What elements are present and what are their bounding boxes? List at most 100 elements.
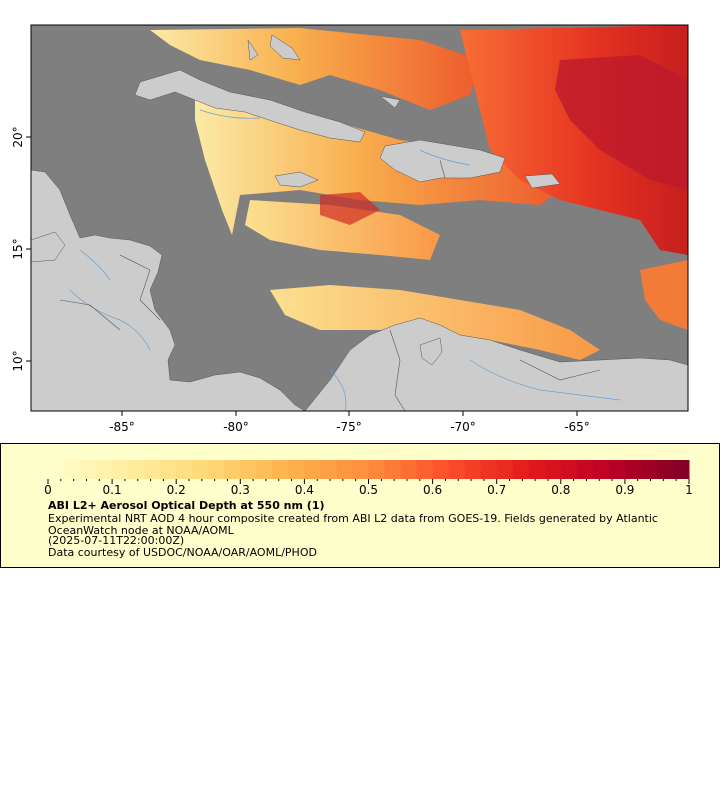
colorbar-cell: [464, 460, 482, 479]
lat-tick-label: 20°: [11, 126, 25, 147]
border: [519, 359, 601, 381]
colorbar-tick-label: 0.6: [423, 483, 442, 497]
land-hispaniola: [379, 139, 506, 183]
land-paraguana: [419, 337, 443, 366]
colorbar-tick-label: 0.7: [487, 483, 506, 497]
aod-hotspot-2: [320, 192, 380, 225]
colorbar-cell: [416, 460, 434, 479]
colorbar-cell: [480, 460, 498, 479]
colorbar-tick-label: 0.3: [231, 483, 250, 497]
colorbar-cell: [272, 460, 289, 479]
colorbar-cell: [80, 460, 97, 479]
aod-hotspot-1: [555, 55, 688, 190]
colorbar-cell: [592, 460, 610, 479]
colorbar-cell: [144, 460, 161, 479]
colorbar-cell: [672, 460, 690, 479]
colorbar-ticks: [47, 479, 690, 484]
colorbar-tick-label: 0.9: [615, 483, 634, 497]
colorbar-cells: [48, 460, 690, 479]
colorbar-cell: [352, 460, 369, 479]
land-cuba: [134, 69, 366, 143]
colorbar: 0 0.1 0.2 0.3 0.4 0.5 0.6 0.7 0.8 0.9 1: [44, 460, 693, 497]
aod-field: [150, 25, 688, 360]
colorbar-cell: [656, 460, 674, 479]
colorbar-cell: [128, 460, 145, 479]
colorbar-tick-label: 0.2: [167, 483, 186, 497]
aod-plume-south: [270, 285, 600, 360]
colorbar-tick-label: 0.4: [295, 483, 314, 497]
colorbar-cell: [624, 460, 642, 479]
legend-title: ABI L2+ Aerosol Optical Depth at 550 nm …: [48, 499, 325, 512]
land-jamaica: [274, 171, 319, 188]
river: [199, 109, 261, 119]
river: [69, 289, 151, 351]
colorbar-cell: [496, 460, 514, 479]
river: [329, 369, 347, 411]
colorbar-cell: [288, 460, 305, 479]
land-central-america: [31, 169, 306, 411]
river: [79, 249, 111, 281]
land: [31, 34, 688, 411]
colorbar-cell: [160, 460, 177, 479]
aod-map: -85° -80° -75° -70° -65° 20° 15° 10°: [11, 24, 689, 434]
colorbar-cell: [240, 460, 257, 479]
lon-tick-label: -75°: [336, 420, 362, 434]
rivers: [69, 109, 621, 411]
colorbar-cell: [256, 460, 273, 479]
colorbar-tick-label: 0.1: [103, 483, 122, 497]
land-bahamas: [247, 34, 401, 109]
legend-datetime: (2025-07-11T22:00:00Z): [48, 534, 185, 547]
colorbar-cell: [400, 460, 418, 479]
lat-tick-label: 10°: [11, 350, 25, 371]
lat-ticks: [26, 136, 31, 362]
colorbar-cell: [384, 460, 402, 479]
colorbar-cell: [528, 460, 546, 479]
borders: [59, 159, 601, 411]
colorbar-tick-label: 0.8: [551, 483, 570, 497]
colorbar-cell: [96, 460, 113, 479]
colorbar-cell: [576, 460, 594, 479]
aod-plume-central: [245, 200, 440, 260]
colorbar-cell: [304, 460, 321, 479]
border: [389, 329, 406, 411]
colorbar-cell: [64, 460, 81, 479]
lon-tick-label: -80°: [223, 420, 249, 434]
colorbar-cell: [48, 460, 65, 479]
legend-panel: 0 0.1 0.2 0.3 0.4 0.5 0.6 0.7 0.8 0.9 1 …: [0, 443, 720, 568]
aod-plume-north: [150, 28, 480, 110]
colorbar-cell: [320, 460, 337, 479]
legend-credit: Data courtesy of USDOC/NOAA/OAR/AOML/PHO…: [48, 546, 317, 559]
lat-tick-label: 15°: [11, 238, 25, 259]
land-south-america: [304, 317, 688, 411]
colorbar-cell: [336, 460, 353, 479]
colorbar-tick-label: 1: [685, 483, 693, 497]
land-puerto-rico: [524, 173, 561, 189]
lon-tick-label: -70°: [450, 420, 476, 434]
map-area: -85° -80° -75° -70° -65° 20° 15° 10°: [11, 24, 689, 434]
map-frame: [30, 24, 689, 412]
colorbar-cell: [544, 460, 562, 479]
colorbar-labels: 0 0.1 0.2 0.3 0.4 0.5 0.6 0.7 0.8 0.9 1: [44, 483, 693, 497]
river: [469, 359, 621, 401]
border: [439, 159, 446, 179]
lon-ticks: [121, 411, 578, 416]
colorbar-cell: [112, 460, 129, 479]
colorbar-cell: [640, 460, 658, 479]
colorbar-cell: [224, 460, 241, 479]
colorbar-cell: [208, 460, 225, 479]
river: [419, 149, 471, 166]
border: [59, 299, 121, 331]
colorbar-cell: [432, 460, 450, 479]
aod-plume-southeast: [640, 260, 688, 330]
colorbar-cell: [176, 460, 193, 479]
lon-tick-label: -65°: [564, 420, 590, 434]
colorbar-cell: [608, 460, 626, 479]
colorbar-cell: [448, 460, 466, 479]
colorbar-cell: [368, 460, 386, 479]
lon-tick-label: -85°: [109, 420, 135, 434]
colorbar-tick-label: 0: [44, 483, 52, 497]
colorbar-cell: [560, 460, 578, 479]
legend-description: Experimental NRT AOD 4 hour composite cr…: [48, 512, 658, 537]
border: [119, 254, 161, 321]
colorbar-cell: [192, 460, 209, 479]
